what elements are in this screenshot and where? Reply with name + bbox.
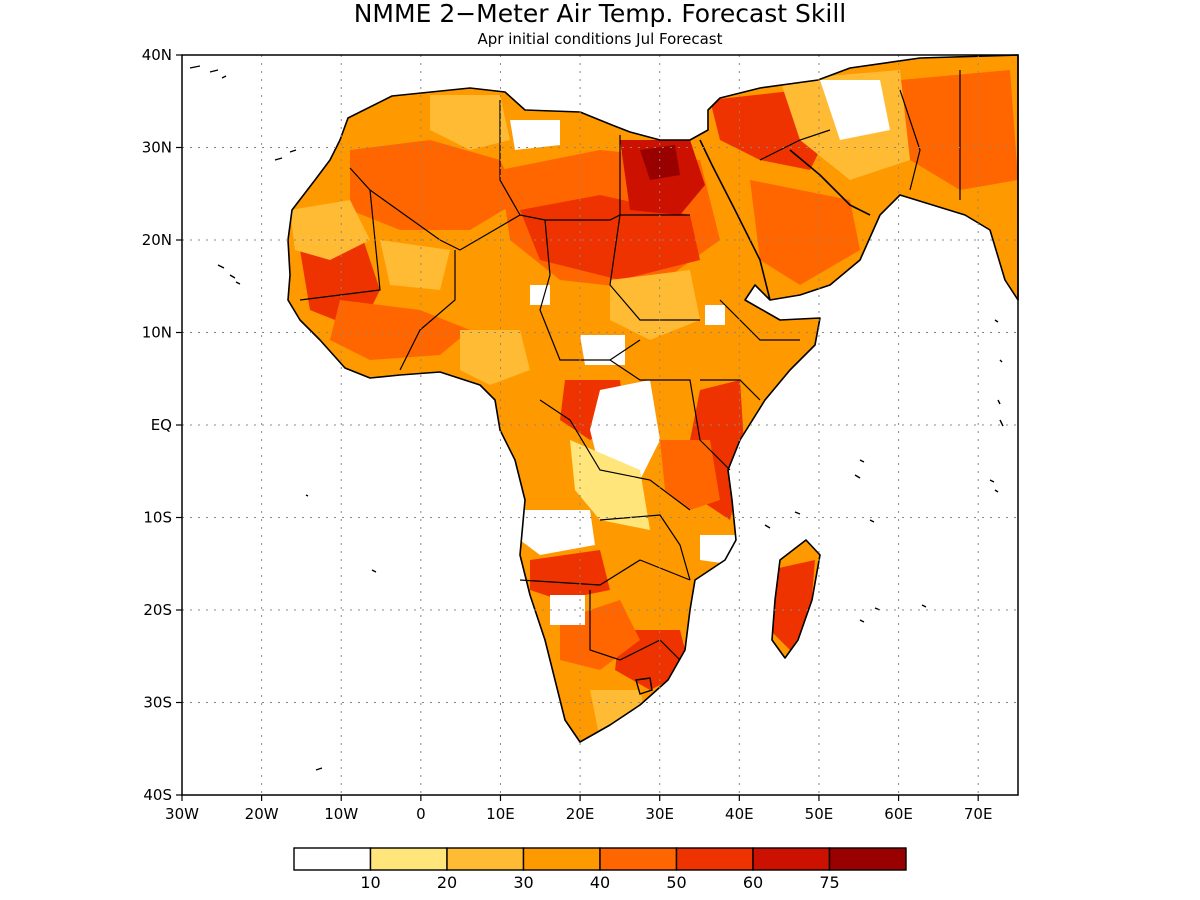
figure-subtitle: Apr initial conditions Jul Forecast — [477, 30, 722, 48]
lat-tick-label: 40N — [142, 46, 172, 64]
island-marks — [994, 319, 1004, 427]
colorbar-swatch — [522, 847, 601, 871]
madagascar-coastline — [771, 539, 821, 659]
latitude-labels: 40N 30N 20N 10N EQ 10S 20S 30S 40S — [142, 46, 182, 804]
skill-patch — [590, 380, 660, 480]
border-line — [499, 100, 521, 216]
border-line — [759, 129, 831, 161]
island-marks — [189, 65, 227, 79]
skill-patch — [380, 240, 450, 290]
colorbar-label: 60 — [743, 873, 763, 892]
lesotho-outline — [635, 677, 653, 695]
lon-tick-label: 0 — [416, 805, 426, 823]
skill-patch — [750, 180, 860, 285]
border-line — [719, 299, 800, 341]
skill-patch — [430, 95, 510, 150]
colorbar: 10 20 30 40 50 60 75 — [293, 847, 907, 892]
skill-patch — [330, 300, 470, 360]
skill-patch — [570, 440, 650, 530]
colorbar-swatch — [293, 847, 372, 871]
islands — [189, 65, 1004, 771]
lon-tick-label: 20W — [245, 805, 279, 823]
colorbar-swatch — [599, 847, 678, 871]
skill-patch — [350, 140, 520, 230]
island-marks — [274, 149, 297, 161]
lon-tick-label: 50E — [805, 805, 834, 823]
colorbar-label: 20 — [437, 873, 457, 892]
border-line — [519, 559, 691, 586]
lon-tick-label: 20E — [566, 805, 595, 823]
lat-tick-label: 20S — [143, 601, 172, 619]
lat-tick-label: EQ — [151, 416, 172, 434]
skill-patch — [660, 440, 720, 510]
skill-patch — [520, 195, 700, 280]
skill-patch — [290, 200, 370, 260]
skill-patch — [640, 145, 680, 180]
lat-tick-label: 10N — [142, 324, 172, 342]
persian-gulf-coast — [789, 149, 871, 216]
border-line — [399, 250, 456, 371]
skill-patch — [705, 305, 725, 325]
island-marks — [305, 494, 377, 771]
skill-patch — [530, 550, 610, 600]
lon-tick-label: 60E — [884, 805, 913, 823]
colorbar-swatch — [752, 847, 831, 871]
lat-tick-label: 10S — [143, 509, 172, 527]
figure-title: NMME 2−Meter Air Temp. Forecast Skill — [354, 0, 847, 28]
lon-tick-label: 70E — [964, 805, 993, 823]
longitude-labels: 30W 20W 10W 0 10E 20E 30E 40E 50E 60E 70E — [165, 795, 992, 823]
island-marks — [854, 459, 999, 493]
lat-tick-label: 20N — [142, 231, 172, 249]
border-line — [539, 399, 691, 511]
border-line — [700, 379, 761, 401]
lat-tick-label: 30S — [143, 694, 172, 712]
coastlines — [287, 54, 1019, 743]
colorbar-label: 30 — [513, 873, 533, 892]
colorbar-label: 75 — [819, 873, 839, 892]
border-line — [299, 189, 381, 301]
lat-tick-label: 30N — [142, 139, 172, 157]
lon-tick-label: 30W — [165, 805, 199, 823]
border-line — [609, 359, 731, 471]
border-line — [899, 89, 921, 191]
lon-tick-label: 10E — [486, 805, 515, 823]
border-line — [589, 590, 681, 661]
colorbar-label: 40 — [590, 873, 610, 892]
skill-patch — [610, 270, 700, 340]
colorbar-swatch — [369, 847, 448, 871]
skill-patch — [530, 285, 550, 305]
lon-tick-label: 40E — [725, 805, 754, 823]
country-borders — [299, 70, 961, 661]
island-marks — [217, 264, 241, 285]
colorbar-swatch — [675, 847, 754, 871]
skill-patch — [820, 80, 890, 140]
island-marks — [764, 511, 875, 529]
colorbar-swatch — [446, 847, 525, 871]
lat-tick-label: 40S — [143, 786, 172, 804]
colorbar-label: 10 — [360, 873, 380, 892]
skill-patch — [460, 330, 530, 385]
skill-patch — [520, 510, 595, 555]
skill-patch — [510, 120, 560, 150]
colorbar-label: 50 — [666, 873, 686, 892]
lon-tick-label: 10W — [324, 805, 358, 823]
lon-tick-label: 30E — [645, 805, 674, 823]
red-sea-coast — [699, 139, 771, 301]
colorbar-swatch — [828, 847, 907, 871]
skill-patch — [900, 70, 1018, 190]
border-line — [539, 219, 641, 361]
